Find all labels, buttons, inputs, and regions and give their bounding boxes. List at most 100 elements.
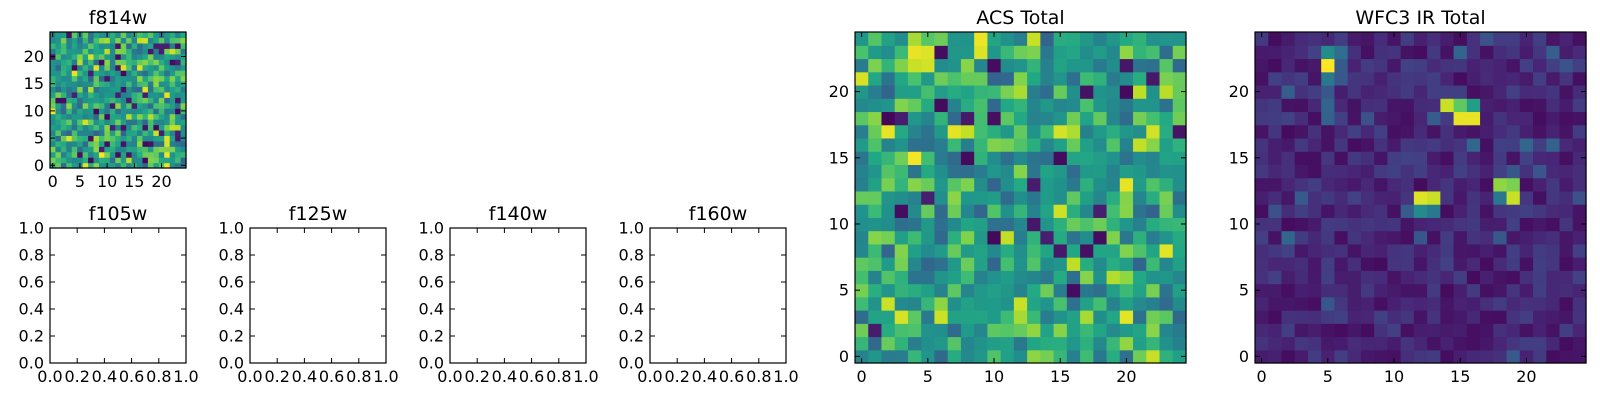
heatmap-cell bbox=[1053, 217, 1068, 232]
heatmap-cell bbox=[153, 80, 160, 87]
heatmap-cell bbox=[1268, 230, 1283, 245]
heatmap-cell bbox=[98, 64, 105, 71]
heatmap-cell bbox=[180, 48, 187, 55]
heatmap-cell bbox=[126, 129, 133, 136]
heatmap-cell bbox=[153, 129, 160, 136]
heatmap-cell bbox=[855, 296, 869, 311]
heatmap-cell bbox=[881, 230, 896, 245]
heatmap-cell bbox=[1093, 257, 1108, 271]
heatmap-cell bbox=[1533, 32, 1547, 46]
heatmap-cell bbox=[169, 140, 176, 147]
heatmap-cell bbox=[1546, 137, 1561, 152]
heatmap-cell bbox=[1546, 111, 1561, 126]
heatmap-cell bbox=[126, 64, 133, 71]
heatmap-cell bbox=[1106, 296, 1121, 311]
heatmap-cell bbox=[881, 310, 896, 324]
heatmap-cell bbox=[71, 53, 78, 60]
heatmap-cell bbox=[77, 59, 84, 66]
heatmap-cell bbox=[164, 135, 171, 142]
heatmap-cell bbox=[1080, 190, 1094, 205]
heatmap-cell bbox=[1493, 177, 1508, 192]
heatmap-cell bbox=[1400, 270, 1415, 285]
heatmap-cell bbox=[50, 157, 57, 164]
heatmap-cell bbox=[894, 190, 909, 205]
heatmap-cell bbox=[1453, 111, 1468, 126]
heatmap-cell bbox=[1400, 283, 1415, 298]
heatmap-cell bbox=[894, 296, 909, 311]
heatmap-cell bbox=[1159, 177, 1174, 192]
heatmap-cell bbox=[947, 349, 962, 364]
heatmap-cell bbox=[1519, 349, 1534, 364]
heatmap-cell bbox=[60, 86, 67, 93]
heatmap-cell bbox=[1268, 32, 1283, 46]
heatmap-cell bbox=[153, 146, 160, 153]
heatmap-cell bbox=[88, 108, 95, 115]
heatmap-cell bbox=[142, 48, 149, 55]
heatmap-cell bbox=[1040, 137, 1055, 152]
heatmap-cell bbox=[71, 42, 78, 49]
heatmap-cell bbox=[1572, 336, 1587, 351]
heatmap-cell bbox=[881, 270, 896, 285]
heatmap-cell bbox=[1493, 230, 1508, 245]
heatmap-cell bbox=[104, 37, 111, 44]
heatmap-cell bbox=[987, 283, 1002, 298]
heatmap-cell bbox=[82, 140, 89, 147]
heatmap-cell bbox=[131, 124, 138, 131]
heatmap-cell bbox=[934, 45, 949, 60]
heatmap-cell bbox=[77, 48, 84, 55]
heatmap-cell bbox=[93, 37, 100, 44]
heatmap-cell bbox=[987, 243, 1002, 258]
heatmap-cell bbox=[1146, 111, 1161, 126]
heatmap-cell bbox=[1374, 84, 1388, 99]
heatmap-cell bbox=[142, 37, 149, 44]
heatmap-cell bbox=[1427, 336, 1441, 351]
heatmap-cell bbox=[1400, 204, 1415, 218]
heatmap-cell bbox=[1294, 283, 1309, 298]
heatmap-cell bbox=[1572, 204, 1587, 218]
heatmap-cell bbox=[1159, 84, 1174, 99]
heatmap-cell bbox=[1106, 283, 1121, 298]
heatmap-cell bbox=[1053, 124, 1068, 139]
heatmap-cell bbox=[1387, 190, 1402, 205]
heatmap-cell bbox=[1480, 336, 1494, 351]
heatmap-cell bbox=[1080, 45, 1094, 60]
heatmap-cell bbox=[1453, 164, 1468, 179]
heatmap-cell bbox=[960, 71, 975, 86]
heatmap-cell bbox=[1027, 45, 1041, 60]
heatmap-cell bbox=[1146, 349, 1161, 364]
panel-4: 0.0 0.2 0.4 0.6 0.8 1.00.00.20.40.60.81.0f125… bbox=[219, 203, 399, 386]
heatmap-cell bbox=[93, 108, 100, 115]
heatmap-cell bbox=[1146, 71, 1161, 86]
heatmap-cell bbox=[1559, 190, 1574, 205]
heatmap-cell bbox=[907, 230, 922, 245]
heatmap-cell bbox=[1027, 71, 1041, 86]
heatmap-cell bbox=[158, 91, 165, 98]
panel-title: f140w bbox=[489, 203, 548, 225]
heatmap-cell bbox=[1040, 283, 1055, 298]
heatmap-cell bbox=[55, 97, 62, 104]
heatmap-cell bbox=[1159, 323, 1174, 338]
heatmap-cell bbox=[88, 119, 95, 126]
heatmap-cell bbox=[1466, 336, 1481, 351]
heatmap-cell bbox=[1546, 98, 1561, 113]
y-tick-label: 0.8 bbox=[219, 246, 244, 265]
heatmap-cell bbox=[1519, 230, 1534, 245]
heatmap-cell bbox=[93, 102, 100, 109]
x-tick-label: 1.0 bbox=[573, 367, 598, 386]
heatmap-cell bbox=[1493, 217, 1508, 232]
heatmap-cell bbox=[1040, 98, 1055, 113]
heatmap-cell bbox=[60, 108, 67, 115]
heatmap-cell bbox=[1493, 137, 1508, 152]
heatmap-cell bbox=[71, 140, 78, 147]
x-tick-label: 0.8 bbox=[546, 367, 571, 386]
heatmap-cell bbox=[1533, 296, 1547, 311]
heatmap-cell bbox=[1493, 310, 1508, 324]
heatmap-cell bbox=[1321, 217, 1336, 232]
heatmap-cell bbox=[1093, 151, 1108, 165]
heatmap-cell bbox=[1347, 124, 1362, 139]
heatmap-cell bbox=[1119, 124, 1134, 139]
heatmap-cell bbox=[1040, 45, 1055, 60]
x-tick-label: 10 bbox=[97, 172, 117, 191]
heatmap-cell bbox=[855, 32, 869, 46]
heatmap-cell bbox=[131, 91, 138, 98]
